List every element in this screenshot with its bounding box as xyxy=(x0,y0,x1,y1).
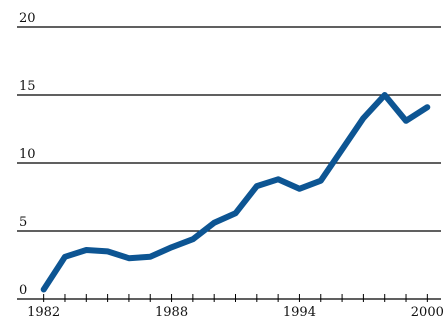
y-tick-label-0: 0 xyxy=(19,283,27,298)
y-tick-label-10: 10 xyxy=(19,147,36,162)
x-tick-label-1988: 1988 xyxy=(155,305,188,320)
x-tick-label-2000: 2000 xyxy=(411,305,444,320)
y-axis-ticks: 0 5 10 15 20 xyxy=(19,11,36,298)
x-tick-label-1994: 1994 xyxy=(283,305,316,320)
y-tick-label-15: 15 xyxy=(19,79,36,94)
gridlines xyxy=(17,26,441,300)
y-tick-label-5: 5 xyxy=(19,215,27,230)
x-axis xyxy=(43,294,428,302)
x-tick-label-1982: 1982 xyxy=(27,305,60,320)
y-tick-label-20: 20 xyxy=(19,11,36,26)
series-line-0 xyxy=(40,92,431,293)
x-axis-ticks: 1982 1988 1994 2000 xyxy=(27,305,444,320)
series xyxy=(40,92,431,293)
